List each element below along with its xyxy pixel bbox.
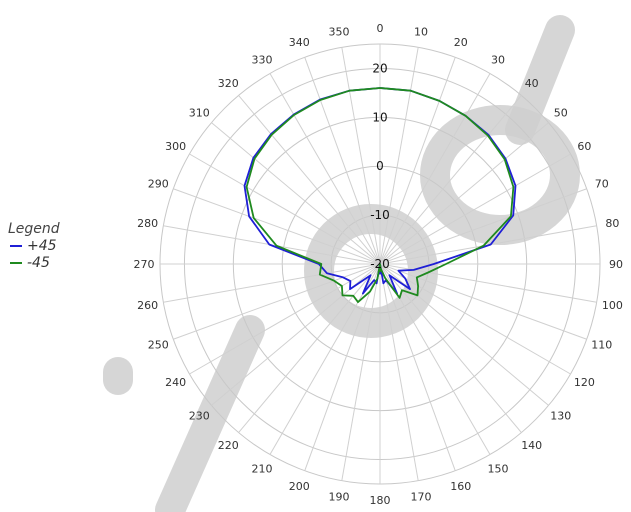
grid-spoke bbox=[341, 47, 381, 265]
radial-tick-label: -10 bbox=[370, 208, 390, 222]
radial-tick-label: -20 bbox=[370, 257, 390, 271]
grid-spoke bbox=[379, 263, 419, 481]
grid-spoke bbox=[269, 263, 381, 455]
grid-spoke bbox=[379, 188, 587, 265]
angle-tick-label: 140 bbox=[521, 439, 542, 452]
radial-tick-label: 10 bbox=[372, 110, 387, 124]
angle-tick-label: 190 bbox=[329, 490, 350, 503]
grid-spoke bbox=[379, 47, 419, 265]
angle-tick-label: 310 bbox=[189, 106, 210, 119]
angle-tick-label: 110 bbox=[591, 339, 612, 352]
grid-spoke bbox=[379, 263, 522, 433]
angle-tick-label: 20 bbox=[454, 36, 468, 49]
angle-tick-label: 170 bbox=[410, 490, 431, 503]
angle-tick-label: 290 bbox=[148, 177, 169, 190]
radial-tick-labels: 20 10 0 -10 -20 bbox=[370, 61, 390, 271]
radial-tick-label: 0 bbox=[376, 159, 384, 173]
legend-title: Legend bbox=[8, 221, 60, 237]
angle-tick-label: 210 bbox=[252, 462, 273, 475]
angle-tick-label: 330 bbox=[252, 54, 273, 67]
angle-tick-label: 250 bbox=[148, 339, 169, 352]
grid-spoke bbox=[379, 263, 587, 340]
angle-tick-label: 70 bbox=[595, 177, 609, 190]
angle-tick-label: 100 bbox=[602, 299, 623, 312]
grid-spoke bbox=[379, 95, 522, 265]
grid-spoke bbox=[269, 73, 381, 265]
watermark-ring bbox=[420, 105, 580, 245]
angle-tick-labels: 0 102030405060708090100110120130140150160… bbox=[134, 22, 624, 507]
grid-spoke bbox=[379, 57, 456, 265]
grid-spoke bbox=[189, 153, 381, 265]
series-line bbox=[245, 87, 515, 303]
angle-tick-label: 30 bbox=[491, 54, 505, 67]
angle-tick-label: 300 bbox=[165, 140, 186, 153]
angle-tick-label: 340 bbox=[289, 36, 310, 49]
grid-spoke bbox=[173, 263, 381, 340]
angle-tick-label: 50 bbox=[554, 106, 568, 119]
angle-tick-label: 90 bbox=[609, 258, 623, 271]
grid-spoke bbox=[379, 263, 456, 471]
angle-tick-label: 220 bbox=[218, 439, 239, 452]
angle-tick-label: 160 bbox=[450, 480, 471, 493]
grid-spoke bbox=[379, 73, 491, 265]
grid-spoke bbox=[379, 153, 571, 265]
angle-tick-label: 280 bbox=[137, 217, 158, 230]
angle-tick-label: 130 bbox=[550, 410, 571, 423]
grid-spoke bbox=[341, 263, 381, 481]
angle-tick-label: 240 bbox=[165, 376, 186, 389]
legend-entry-label: +45 bbox=[27, 238, 57, 254]
grid-spoke bbox=[238, 95, 381, 265]
angle-tick-label: 350 bbox=[329, 26, 350, 39]
grid-spoke bbox=[211, 122, 381, 265]
watermark-ring bbox=[304, 204, 438, 338]
series-line bbox=[243, 87, 517, 295]
angle-tick-label: 80 bbox=[605, 217, 619, 230]
grid-spoke bbox=[163, 263, 381, 303]
series-layer bbox=[243, 87, 517, 303]
angle-tick-label: 150 bbox=[488, 462, 509, 475]
radial-tick-label: 20 bbox=[372, 61, 387, 75]
legend: Legend+45-45 bbox=[8, 221, 60, 271]
angle-tick-label: 180 bbox=[370, 494, 391, 507]
angle-tick-label: 10 bbox=[414, 26, 428, 39]
grid-spoke bbox=[189, 263, 381, 375]
angle-tick-label: 320 bbox=[218, 77, 239, 90]
grid-spoke bbox=[304, 263, 381, 471]
grid-spoke bbox=[379, 122, 549, 265]
legend-entry-label: -45 bbox=[27, 255, 50, 271]
angle-tick-label: 0 bbox=[377, 22, 384, 35]
grid-spoke bbox=[304, 57, 381, 265]
angle-tick-label: 60 bbox=[577, 140, 591, 153]
angle-tick-label: 230 bbox=[189, 410, 210, 423]
angle-tick-label: 270 bbox=[134, 258, 155, 271]
angle-tick-label: 120 bbox=[574, 376, 595, 389]
angle-tick-label: 200 bbox=[289, 480, 310, 493]
grid-spoke bbox=[379, 263, 597, 303]
grid-spoke bbox=[173, 188, 381, 265]
angle-tick-label: 40 bbox=[525, 77, 539, 90]
grid-spoke bbox=[238, 263, 381, 433]
grid-spoke bbox=[379, 263, 571, 375]
angle-tick-label: 260 bbox=[137, 299, 158, 312]
watermark-stroke bbox=[155, 315, 265, 512]
watermark bbox=[103, 15, 580, 512]
